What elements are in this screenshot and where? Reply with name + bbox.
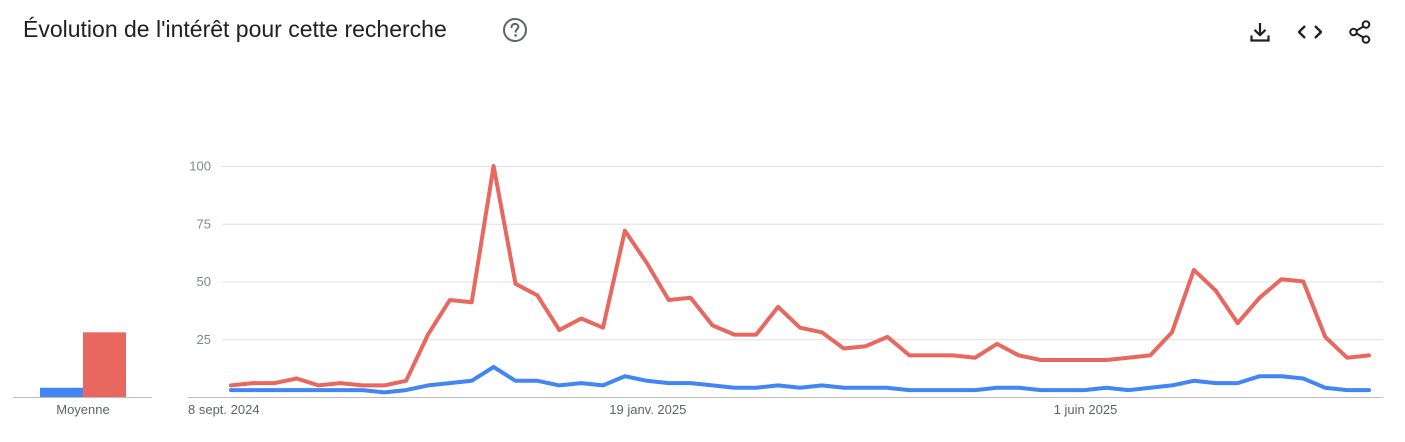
y-tick-label-100: 100 (189, 159, 211, 174)
series-line-1 (229, 365, 1371, 395)
share-icon (1349, 20, 1371, 44)
line-chart: 25 50 75 100 8 sept. 2024 19 janv. 2025 1 juin… (188, 159, 1383, 417)
average-bar-2 (83, 332, 126, 397)
download-button[interactable] (1235, 18, 1285, 46)
average-bar-chart: Moyenne (13, 332, 152, 417)
x-tick-label-1: 8 sept. 2024 (188, 402, 260, 417)
average-bar-1 (40, 387, 83, 397)
download-icon (1250, 23, 1270, 42)
embed-button[interactable] (1285, 18, 1335, 46)
x-tick-label-2: 19 janv. 2025 (609, 402, 686, 417)
chart-title: Évolution de l'intérêt pour cette recher… (23, 16, 447, 42)
y-tick-label-25: 25 (197, 332, 211, 347)
chart-header: Évolution de l'intérêt pour cette recher… (23, 12, 1385, 52)
x-tick-label-3: 1 juin 2025 (1054, 402, 1118, 417)
help-circle-icon[interactable] (502, 17, 528, 43)
chart-actions (1235, 18, 1385, 46)
y-tick-label-50: 50 (197, 274, 211, 289)
average-label: Moyenne (56, 402, 109, 417)
share-button[interactable] (1335, 18, 1385, 46)
series-line-2 (229, 164, 1371, 388)
code-icon (1297, 25, 1323, 39)
y-tick-label-75: 75 (197, 216, 211, 231)
